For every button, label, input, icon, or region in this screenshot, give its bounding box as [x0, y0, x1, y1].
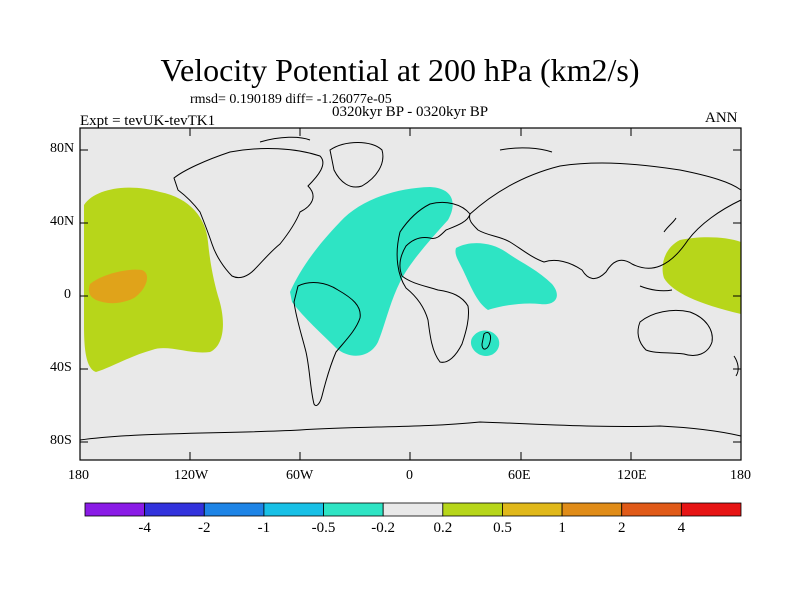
colorbar: [84, 502, 742, 517]
colorbar-box: [84, 502, 146, 517]
experiment-label: Expt = tevUK-tevTK1: [80, 113, 216, 129]
season-label: ANN: [705, 110, 738, 126]
y-tick-80s: 80S: [50, 433, 72, 448]
colorbar-box: [680, 502, 742, 517]
colorbar-box: [263, 502, 324, 517]
colorbar-label: -0.5: [311, 520, 336, 536]
colorbar-box: [323, 502, 384, 517]
x-tick-0: 0: [406, 468, 413, 483]
x-tick-180e: 180: [730, 468, 751, 483]
y-tick-40s: 40S: [50, 360, 72, 375]
colorbar-label: 0.2: [433, 520, 453, 536]
colorbar-label: -0.2: [371, 520, 396, 536]
coastlines: [79, 136, 742, 441]
colorbar-box: [502, 502, 563, 517]
colorbar-box: [621, 502, 682, 517]
x-tick-120w: 120W: [174, 468, 209, 483]
x-tick-60e: 60E: [508, 468, 531, 483]
west-pacific-positive-region: [662, 237, 741, 314]
period-line: 0320kyr BP - 0320kyr BP: [331, 104, 489, 120]
map-title: Velocity Potential at 200 hPa (km2/s): [160, 52, 640, 88]
colorbar-label: 4: [677, 520, 686, 536]
pacific-core-region: [88, 269, 148, 304]
colorbar-label: 0.5: [493, 520, 512, 536]
stats-line: rmsd= 0.190189 diff= -1.26077e-05: [190, 92, 392, 107]
colorbar-label: 2: [617, 520, 626, 536]
atlantic-negative-region: [290, 187, 453, 356]
axis-ticks: [80, 128, 741, 460]
y-tick-40n: 40N: [50, 214, 75, 229]
y-tick-eq: 0: [64, 287, 71, 302]
indian-ocean-negative-region: [455, 243, 557, 310]
madagascar-negative-region: [470, 330, 500, 356]
colorbar-box: [382, 502, 444, 517]
colorbar-box: [561, 502, 623, 517]
colorbar-box: [203, 502, 265, 517]
y-tick-80n: 80N: [50, 141, 75, 156]
colorbar-label: -1: [257, 520, 271, 536]
x-tick-180w: 180: [68, 468, 89, 483]
colorbar-label: 1: [558, 520, 566, 536]
colorbar-box: [144, 502, 205, 517]
colorbar-box: [442, 502, 503, 517]
x-tick-60w: 60W: [286, 468, 314, 483]
colorbar-label: -2: [198, 520, 211, 536]
x-tick-120e: 120E: [617, 468, 647, 483]
pacific-positive-region: [84, 187, 223, 372]
colorbar-label: -4: [138, 520, 151, 536]
